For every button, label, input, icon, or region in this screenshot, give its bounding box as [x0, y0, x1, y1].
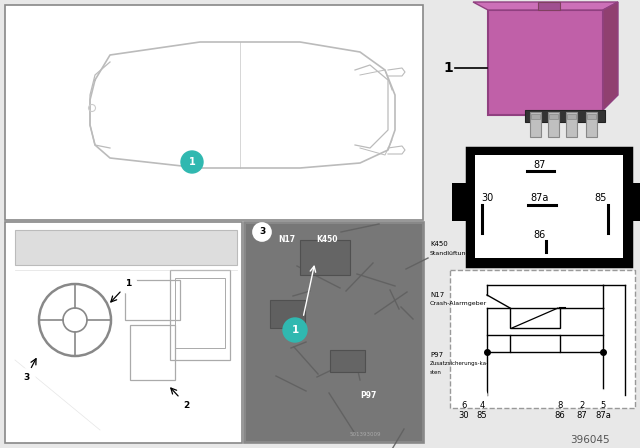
Polygon shape — [603, 2, 618, 110]
Text: 30: 30 — [481, 193, 493, 203]
Text: 87: 87 — [577, 412, 588, 421]
Bar — [175, 278, 225, 348]
Text: K450: K450 — [430, 241, 448, 247]
Text: Zusatzsicherungs-ka-: Zusatzsicherungs-ka- — [430, 362, 489, 366]
Text: Standlüftungs-Relais: Standlüftungs-Relais — [430, 250, 495, 255]
Text: 6: 6 — [461, 401, 467, 410]
Polygon shape — [473, 2, 618, 10]
Bar — [170, 270, 230, 360]
Text: 5: 5 — [600, 401, 605, 410]
Text: N17: N17 — [430, 292, 444, 298]
Circle shape — [459, 390, 469, 400]
Text: 87a: 87a — [531, 193, 549, 203]
Text: 1: 1 — [443, 61, 453, 75]
Bar — [330, 350, 365, 372]
Text: 87: 87 — [534, 160, 546, 170]
Bar — [531, 114, 540, 119]
Circle shape — [17, 369, 35, 387]
Bar — [270, 300, 305, 328]
Text: K450: K450 — [316, 236, 337, 245]
Text: 85: 85 — [595, 193, 607, 203]
Text: 87a: 87a — [595, 412, 611, 421]
Bar — [475, 155, 623, 258]
Text: sten: sten — [430, 370, 442, 375]
Bar — [452, 183, 469, 221]
Text: 4: 4 — [479, 401, 484, 410]
Text: 501393009: 501393009 — [350, 431, 381, 436]
Text: 1: 1 — [189, 157, 195, 167]
Bar — [525, 110, 605, 122]
Bar — [538, 2, 560, 10]
Bar — [548, 112, 559, 137]
Circle shape — [119, 275, 137, 293]
Text: 86: 86 — [555, 412, 565, 421]
Text: 8: 8 — [557, 401, 563, 410]
Circle shape — [177, 396, 195, 414]
Text: P97: P97 — [430, 352, 443, 358]
Bar — [244, 222, 424, 443]
Bar — [587, 114, 596, 119]
Text: 1: 1 — [125, 280, 131, 289]
Bar — [567, 114, 576, 119]
Text: 2: 2 — [183, 401, 189, 409]
Text: 3: 3 — [259, 228, 265, 237]
Circle shape — [577, 390, 587, 400]
Bar — [488, 10, 603, 115]
Text: 396045: 396045 — [570, 435, 610, 445]
Text: 3: 3 — [23, 374, 29, 383]
Bar — [566, 112, 577, 137]
Circle shape — [555, 390, 565, 400]
Text: 1: 1 — [291, 325, 299, 335]
Bar — [549, 114, 558, 119]
Text: 86: 86 — [534, 230, 546, 240]
Circle shape — [477, 390, 487, 400]
Bar — [130, 325, 175, 380]
Bar — [467, 148, 631, 266]
Circle shape — [598, 390, 608, 400]
Text: P97: P97 — [360, 391, 376, 400]
Text: 2: 2 — [579, 401, 584, 410]
Text: 85: 85 — [477, 412, 487, 421]
Circle shape — [253, 223, 271, 241]
Bar — [586, 112, 597, 137]
Bar — [629, 183, 640, 221]
Bar — [450, 270, 635, 408]
Bar — [530, 112, 541, 137]
Text: 30: 30 — [459, 412, 469, 421]
Bar — [5, 5, 423, 220]
Text: Crash-Alarmgeber: Crash-Alarmgeber — [430, 302, 487, 306]
Bar — [510, 308, 560, 328]
Bar — [246, 224, 422, 441]
Bar — [5, 222, 242, 443]
Bar — [300, 240, 350, 275]
Text: N17: N17 — [278, 236, 295, 245]
Circle shape — [181, 151, 203, 173]
Bar — [15, 230, 237, 265]
Circle shape — [283, 318, 307, 342]
Bar — [510, 335, 560, 352]
Bar — [125, 280, 180, 320]
